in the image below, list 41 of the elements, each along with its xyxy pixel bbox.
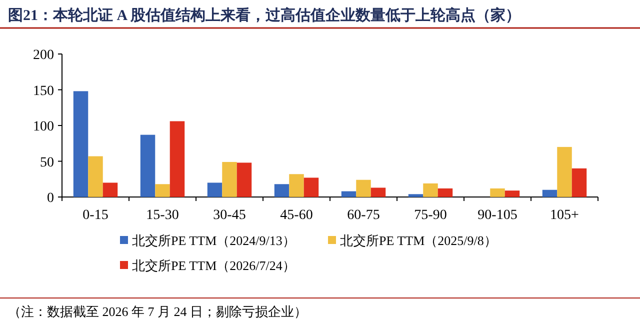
bar <box>304 178 319 197</box>
bar <box>236 162 252 197</box>
bar <box>170 121 185 197</box>
x-tick-label: 30-45 <box>213 208 246 223</box>
bar <box>370 188 386 197</box>
bar <box>504 190 520 197</box>
legend-label: 北交所PE TTM（2024/9/13） <box>132 233 296 248</box>
bar <box>408 194 424 197</box>
bar <box>542 190 558 197</box>
bar <box>155 184 170 197</box>
text: （注：数据截至 2026 年 7 月 24 日；剔除亏损企业） <box>8 304 307 319</box>
bar <box>102 182 118 197</box>
chart-title: 图21：本轮北证 A 股估值结构上来看，过高估值企业数量低于上轮高点（家） <box>8 6 521 24</box>
bar <box>274 184 290 197</box>
bar <box>438 188 453 197</box>
bar <box>572 168 587 197</box>
y-tick-label: 0 <box>47 191 54 206</box>
bar <box>88 156 103 197</box>
legend-label: 北交所PE TTM（2026/7/24） <box>132 258 296 273</box>
bar <box>140 134 156 197</box>
bar <box>341 191 356 197</box>
bar <box>557 146 572 197</box>
bar <box>490 188 505 197</box>
x-tick-label: 45-60 <box>280 208 313 223</box>
x-tick-label: 60-75 <box>347 208 380 223</box>
bar <box>207 182 222 197</box>
bar <box>423 183 438 197</box>
bar <box>222 162 237 197</box>
y-tick-label: 50 <box>40 155 54 170</box>
legend-label: 北交所PE TTM（2025/9/8） <box>340 233 497 248</box>
y-tick-label: 200 <box>33 48 54 63</box>
x-tick-label: 75-90 <box>414 208 447 223</box>
y-tick-label: 100 <box>33 120 54 134</box>
bar <box>289 174 304 197</box>
bar <box>73 91 88 197</box>
x-tick-label: 0-15 <box>82 208 108 223</box>
bar <box>356 180 371 197</box>
x-tick-label: 105+ <box>550 208 580 223</box>
x-tick-label: 15-30 <box>146 208 179 223</box>
x-tick-label: 90-105 <box>478 208 518 223</box>
y-tick-label: 150 <box>33 84 54 99</box>
